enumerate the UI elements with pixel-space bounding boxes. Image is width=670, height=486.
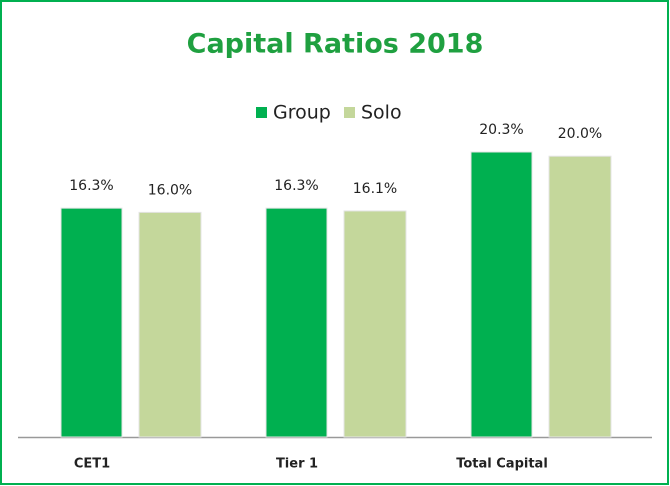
x-tick-label: Tier 1 (276, 457, 318, 472)
bar (138, 211, 202, 438)
bar (343, 210, 407, 438)
data-label: 16.3% (274, 178, 318, 194)
data-label: 16.3% (69, 178, 113, 194)
x-tick-label: Total Capital (456, 457, 548, 472)
chart-title: Capital Ratios 2018 (187, 29, 484, 60)
bar (265, 207, 328, 438)
legend-label: Group (273, 102, 331, 124)
data-label: 16.0% (148, 182, 192, 198)
legend-swatch (344, 107, 355, 118)
data-label: 20.0% (558, 126, 602, 142)
data-label: 20.3% (479, 122, 523, 138)
x-tick-label: CET1 (74, 457, 110, 472)
legend-label: Solo (361, 102, 402, 124)
legend-swatch (256, 107, 267, 118)
bar (470, 151, 533, 438)
data-label: 16.1% (353, 181, 397, 197)
bar (60, 207, 123, 438)
bar (548, 155, 612, 438)
